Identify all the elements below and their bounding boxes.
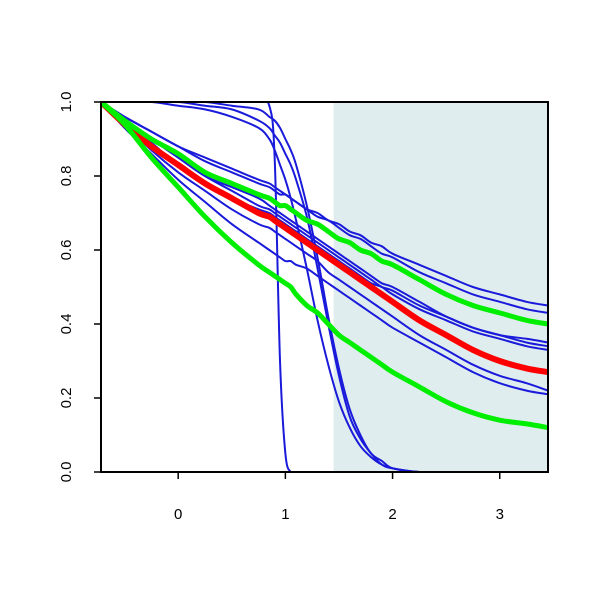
blue-series-line-4 (101, 102, 548, 472)
blue-series-line-9 (101, 102, 548, 344)
y-tick-label: 0.2 (58, 388, 75, 409)
y-tick-label: 1.0 (58, 92, 75, 113)
y-tick-label: 0.8 (58, 166, 75, 187)
red-series-line-12 (101, 102, 548, 376)
y-tick-label: 0.4 (58, 314, 75, 335)
blue-series-line-5 (101, 102, 548, 307)
x-axis: 0 1 2 3 (174, 472, 504, 523)
blue-series-line-2 (101, 102, 548, 472)
x-tick-label: 3 (496, 506, 504, 523)
x-tick-label: 2 (388, 506, 396, 523)
series-layer (101, 102, 548, 472)
green-series-line-13 (101, 102, 548, 327)
blue-series-line-11 (101, 102, 548, 396)
plot-frame (100, 101, 549, 473)
blue-series-line-8 (101, 102, 548, 348)
x-tick-label: 1 (281, 506, 289, 523)
y-axis: 0.0 0.2 0.4 0.6 0.8 1.0 (58, 92, 101, 483)
green-series-line-14 (101, 102, 548, 431)
blue-series-line-10 (101, 102, 548, 392)
y-tick-label: 0.0 (58, 462, 75, 483)
shaded-region (333, 102, 548, 472)
blue-series-line-6 (101, 102, 548, 314)
x-tick-label: 0 (174, 506, 182, 523)
y-tick-label: 0.6 (58, 240, 75, 261)
